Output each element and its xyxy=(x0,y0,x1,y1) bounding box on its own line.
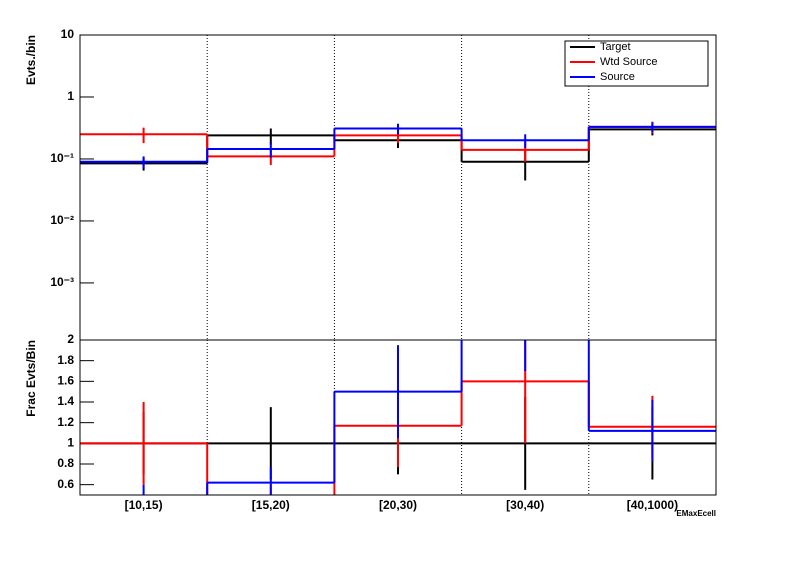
plot-area xyxy=(80,340,716,495)
plot-area xyxy=(80,121,716,181)
y-tick-label: 1.4 xyxy=(57,394,74,408)
y-tick-label: 10⁻³ xyxy=(50,275,74,289)
x-tick-label: [10,15) xyxy=(125,498,163,512)
x-tick-label: [40,1000) xyxy=(627,498,678,512)
legend-label: Wtd Source xyxy=(600,56,657,68)
y-tick-label: 0.8 xyxy=(57,456,74,470)
y-tick-label: 1.8 xyxy=(57,353,74,367)
y-tick-label: 10⁻¹ xyxy=(50,151,74,165)
y-axis-title: Evts./bin xyxy=(24,35,38,85)
x-tick-label: [20,30) xyxy=(379,498,417,512)
y-axis-title: Frac Evts/Bin xyxy=(24,340,38,417)
y-tick-label: 0.6 xyxy=(57,477,74,491)
y-tick-label: 2 xyxy=(67,332,74,346)
legend-label: Target xyxy=(600,41,631,53)
y-tick-label: 1.2 xyxy=(57,415,74,429)
x-axis-title: EMaxEcell xyxy=(676,509,716,518)
y-tick-label: 10⁻² xyxy=(50,213,74,227)
x-tick-label: [15,20) xyxy=(252,498,290,512)
legend-label: Source xyxy=(600,71,635,83)
y-tick-label: 1.6 xyxy=(57,374,74,388)
legend-box xyxy=(564,40,709,87)
frame xyxy=(79,339,717,496)
x-tick-label: [30,40) xyxy=(506,498,544,512)
y-tick-label: 10 xyxy=(61,27,75,41)
y-tick-label: 1 xyxy=(67,436,74,450)
y-tick-label: 1 xyxy=(67,89,74,103)
